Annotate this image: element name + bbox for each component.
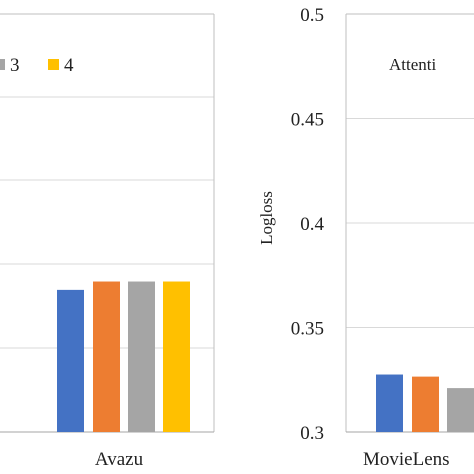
bar-avazu-series-2: [93, 281, 120, 432]
y-tick-label: 0.4: [300, 214, 324, 235]
legend-swatch-4: [48, 59, 59, 70]
y-tick-label: 0.5: [300, 5, 324, 26]
y-tick-label: 0.35: [291, 319, 324, 340]
category-label-movielens: MovieLens: [363, 449, 450, 470]
bar-movielens-series-3: [447, 388, 474, 432]
bar-avazu-series-1: [57, 289, 84, 432]
category-label-avazu: Avazu: [95, 449, 144, 470]
bar-movielens-series-1: [376, 374, 403, 432]
bar-avazu-series-3: [128, 281, 155, 432]
legend-swatch-3: [0, 59, 5, 70]
left-chart-panel: Avazu 3 4: [0, 13, 215, 470]
y-axis-label: Logloss: [257, 191, 276, 245]
bar-movielens-series-2: [412, 376, 439, 432]
right-chart-panel: 0.3 0.35 0.4 0.45 0.5 Logloss Attenti MovieLens: [257, 5, 474, 470]
legend-label-3: 3: [10, 55, 20, 76]
y-tick-label: 0.45: [291, 110, 324, 131]
bar-avazu-series-4: [163, 281, 190, 432]
legend-label-4: 4: [64, 55, 74, 76]
y-tick-label: 0.3: [300, 423, 324, 444]
chart-annotation: Attenti: [389, 55, 436, 74]
